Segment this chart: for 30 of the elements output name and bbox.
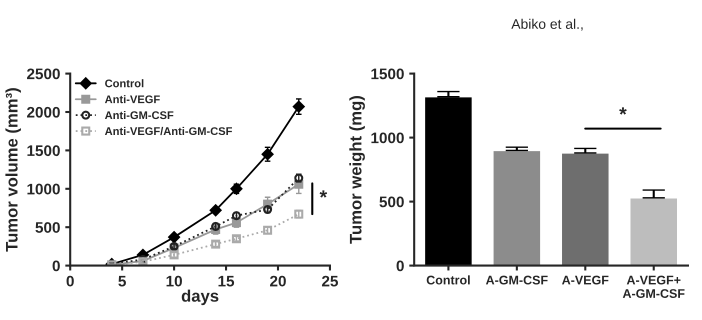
y-tick-label: 500: [35, 222, 60, 233]
y-tick-label: 1500: [371, 68, 404, 80]
legend-label: Anti-GM-CSF: [104, 110, 174, 120]
x-tick-label: 15: [218, 276, 234, 287]
x-tick-label: A-GM-CSF: [486, 276, 548, 285]
x-tick-label: 25: [322, 276, 338, 287]
x-tick-label: Control: [426, 275, 470, 285]
y-axis-title: Tumor weight (mg): [349, 96, 365, 244]
x-tick-label: 5: [118, 276, 126, 287]
y-tick-label: 2500: [27, 68, 60, 80]
annotation: *: [619, 107, 627, 115]
y-tick-label: 0: [52, 260, 60, 272]
x-tick-label: A-VEGF: [562, 276, 608, 285]
legend-label: Control: [105, 79, 144, 88]
text: Abiko et al.,: [511, 18, 583, 31]
legend-label: Anti-VEGF: [104, 95, 160, 104]
y-tick-label: 500: [379, 196, 404, 208]
x-axis-title: days: [182, 290, 218, 306]
y-tick-label: 1500: [27, 145, 60, 156]
x-tick-label: 10: [166, 276, 182, 287]
x-tick-label: A-VEGF+ A-GM-CSF: [622, 276, 685, 298]
y-tick-label: 0: [396, 260, 404, 272]
x-tick-label: 20: [270, 276, 286, 287]
y-tick-label: 2000: [27, 106, 60, 118]
y-tick-label: 1000: [371, 132, 404, 144]
x-tick-label: 0: [66, 276, 74, 287]
annotation: *: [320, 190, 328, 198]
y-axis-title: Tumor volume (mm³): [5, 88, 21, 252]
legend-label: Anti-VEGF/Anti-GM-CSF: [104, 126, 232, 136]
y-tick-label: 1000: [27, 184, 60, 194]
